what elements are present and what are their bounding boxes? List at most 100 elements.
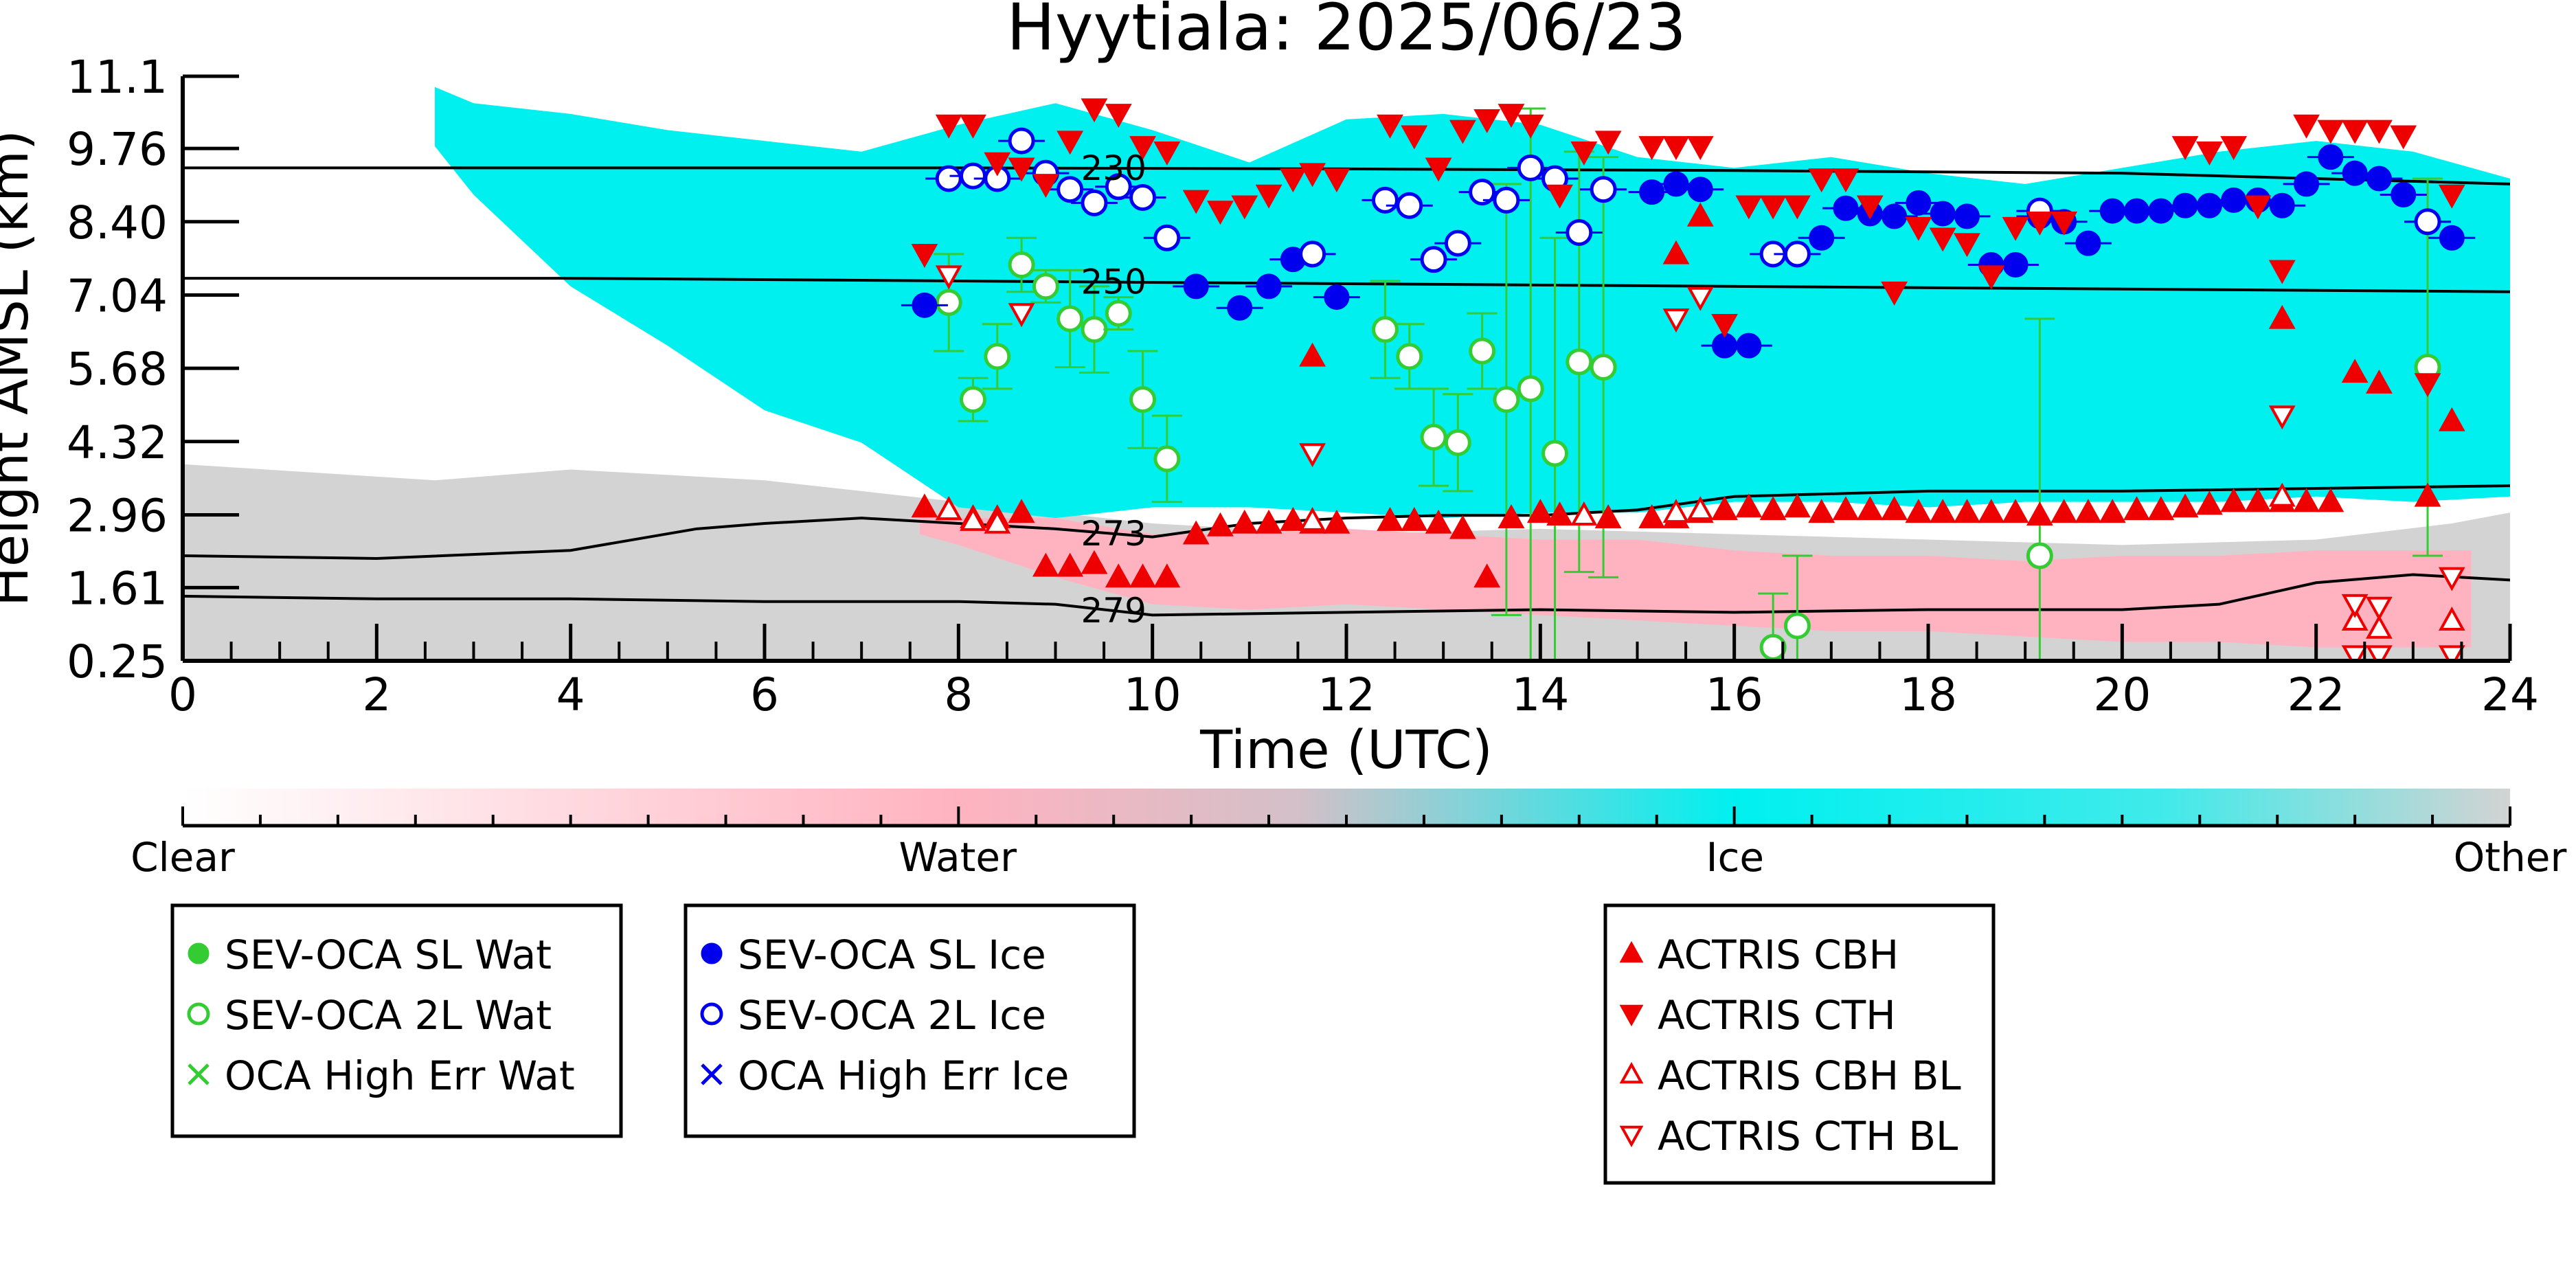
contour-label-230: 230 [1081, 148, 1146, 188]
marker-shape [1856, 195, 1884, 220]
marker-shape [2195, 490, 2223, 515]
marker-shape [2099, 499, 2126, 523]
data-point [1449, 120, 1476, 144]
data-point [2293, 114, 2320, 139]
data-point [1105, 300, 1132, 327]
marker-shape [2244, 488, 2272, 512]
marker-shape [1299, 240, 1326, 268]
data-point [1517, 154, 1544, 181]
marker-shape [1590, 176, 1617, 203]
data-point [1566, 218, 1593, 246]
marker-shape [187, 1002, 210, 1026]
marker-shape [1639, 179, 1665, 205]
marker-shape [2294, 171, 2320, 197]
data-point [1662, 308, 1690, 333]
marker-shape [1759, 496, 1787, 521]
marker-shape [1371, 316, 1399, 343]
data-point [2171, 136, 2199, 161]
marker-shape [1425, 509, 1452, 534]
data-point [2317, 488, 2345, 512]
marker-shape [1687, 177, 1713, 203]
data-point [1906, 190, 1932, 216]
marker-shape [188, 1063, 210, 1085]
marker-shape [1833, 195, 1859, 221]
marker-shape [2075, 499, 2102, 523]
data-point [1517, 114, 1544, 139]
data-point [1639, 179, 1665, 205]
legend-box-3: ACTRIS CBH ACTRIS CTH ACTRIS CBH BL ACTRIS … [1603, 903, 1996, 1185]
data-point [2341, 120, 2369, 144]
x-tick-label: 0 [168, 668, 197, 721]
marker-shape [1008, 127, 1035, 155]
data-point [1129, 136, 1156, 161]
marker-shape [1856, 496, 1884, 521]
marker-shape [1663, 171, 1689, 197]
data-point [1663, 171, 1689, 197]
marker-shape [2268, 260, 2296, 284]
marker-shape [1255, 509, 1283, 534]
data-point [1299, 163, 1326, 188]
data-point [960, 386, 987, 414]
marker-shape [1711, 313, 1738, 338]
marker-layer [901, 98, 2476, 661]
marker-shape [2439, 225, 2465, 251]
data-point [1032, 273, 1059, 300]
colorbar: Clear Water Ice Other [131, 789, 2566, 881]
data-point [1856, 496, 1884, 521]
marker-shape [1473, 109, 1501, 133]
chart-title: Hyytiala: 2025/06/23 [1006, 0, 1686, 65]
marker-shape [1954, 233, 1980, 258]
y-tick-label: 7.04 [67, 269, 168, 322]
data-point [1473, 109, 1501, 133]
contour-label-250: 250 [1081, 262, 1146, 302]
data-point [1231, 195, 1258, 220]
marker-shape [1783, 612, 1811, 640]
marker-shape [1008, 251, 1035, 279]
data-point [1662, 499, 1690, 523]
marker-shape [935, 114, 962, 139]
data-point [2438, 607, 2465, 631]
marker-shape [2341, 594, 2369, 618]
data-point [1129, 386, 1157, 414]
plot-area [183, 87, 2510, 661]
data-point [1129, 183, 1157, 211]
marker-shape [2195, 142, 2223, 166]
data-point [1425, 157, 1452, 182]
marker-shape [1662, 240, 1690, 264]
marker-shape [1808, 168, 1835, 193]
marker-shape [2391, 182, 2417, 208]
legend-marker [188, 942, 210, 964]
data-point [984, 152, 1011, 177]
marker-shape [1279, 168, 1307, 193]
data-point [1711, 313, 1738, 338]
marker-shape [1105, 173, 1132, 201]
marker-shape [1371, 186, 1399, 214]
x-tick-label: 16 [1706, 668, 1763, 721]
marker-shape [2438, 567, 2465, 591]
data-point [2196, 192, 2222, 218]
data-point [1882, 203, 1908, 229]
marker-shape [1541, 440, 1569, 467]
legend-item: SEV-OCA 2L Ice [700, 992, 1046, 1039]
marker-shape [2220, 136, 2248, 161]
data-point [2026, 501, 2053, 526]
data-point [1881, 281, 1908, 306]
colorbar-label-clear: Clear [131, 834, 235, 881]
legend-frame [1603, 903, 1996, 1185]
marker-shape [1546, 184, 1573, 209]
marker-shape [1129, 386, 1157, 414]
x-axis-label: Time (UTC) [1199, 720, 1493, 781]
marker-shape [1324, 284, 1350, 310]
legend-label: ACTRIS CTH [1658, 992, 1896, 1039]
data-point [2366, 596, 2393, 621]
marker-shape [2438, 645, 2465, 661]
marker-shape [935, 496, 962, 521]
marker-shape [188, 942, 210, 964]
marker-shape [2002, 216, 2029, 241]
data-point [1541, 440, 1569, 467]
marker-shape [2341, 359, 2369, 383]
marker-shape [1057, 131, 1084, 155]
legend-item: ACTRIS CBH [1619, 931, 1899, 978]
data-point [2366, 614, 2393, 639]
marker-shape [1032, 552, 1059, 577]
